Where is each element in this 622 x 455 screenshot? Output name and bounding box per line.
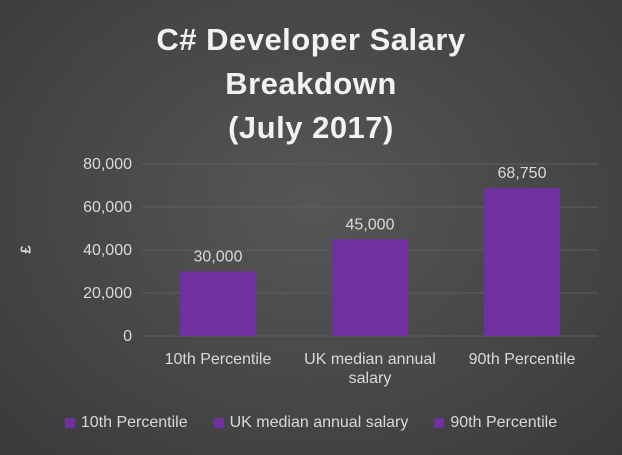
bar (332, 239, 408, 336)
y-tick-label: 80,000 (83, 156, 132, 173)
legend-label: 90th Percentile (450, 414, 558, 431)
bar (484, 188, 560, 336)
chart-title: C# Developer Salary Breakdown (July 2017… (120, 18, 502, 150)
bar (180, 271, 256, 336)
chart-title-line: C# Developer Salary (156, 22, 466, 57)
x-tick-label: UK median annual (304, 351, 436, 368)
y-tick-label: 20,000 (83, 285, 132, 302)
legend-item: 10th Percentile (64, 414, 188, 432)
x-tick-label: salary (349, 370, 392, 387)
legend-label: UK median annual salary (229, 414, 409, 431)
y-tick-label: 60,000 (83, 199, 132, 216)
y-tick-label: 40,000 (83, 242, 132, 259)
y-tick-label: 0 (123, 328, 132, 345)
legend-item: UK median annual salary (213, 414, 409, 432)
chart-title-line: Breakdown (225, 66, 397, 101)
data-label: 45,000 (346, 216, 395, 233)
data-label: 68,750 (498, 165, 547, 182)
legend-swatch (64, 418, 75, 428)
chart-title-line: (July 2017) (228, 110, 394, 145)
data-label: 30,000 (194, 249, 243, 266)
x-tick-label: 10th Percentile (165, 351, 272, 368)
legend-swatch (213, 418, 224, 428)
legend: 10th Percentile UK median annual salary … (0, 414, 622, 432)
legend-swatch (434, 418, 445, 428)
x-tick-label: 90th Percentile (469, 351, 576, 368)
legend-item: 90th Percentile (434, 414, 557, 432)
legend-label: 10th Percentile (80, 414, 188, 431)
